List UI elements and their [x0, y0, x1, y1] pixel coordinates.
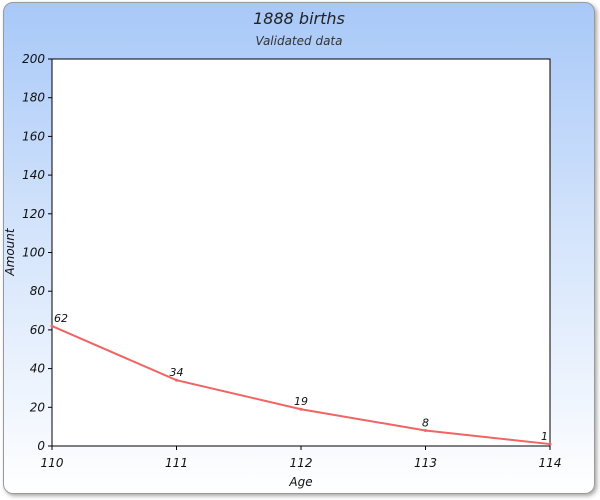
data-label: 34 [170, 366, 184, 379]
data-label: 1 [541, 430, 548, 443]
y-tick-label: 20 [30, 400, 46, 414]
data-label: 8 [422, 417, 429, 430]
y-tick-label: 180 [22, 91, 45, 105]
x-axis-title: Age [288, 475, 312, 489]
y-tick-label: 60 [30, 323, 46, 337]
data-point [50, 324, 54, 328]
plot-area [51, 58, 551, 447]
data-point [548, 442, 552, 446]
data-point [424, 429, 427, 433]
x-tick-label: 114 [539, 456, 562, 470]
y-tick-label: 140 [22, 168, 45, 182]
data-label: 62 [54, 312, 68, 325]
y-tick-label: 80 [30, 284, 46, 298]
y-tick-label: 100 [22, 246, 45, 260]
x-tick-label: 113 [414, 456, 437, 470]
x-tick-label: 110 [41, 456, 64, 470]
data-point [299, 407, 303, 411]
x-tick-label: 111 [165, 456, 188, 470]
y-tick-label: 160 [22, 129, 45, 143]
data-point [175, 378, 178, 382]
chart-title: 1888 births [253, 9, 345, 28]
data-label: 19 [294, 395, 308, 408]
y-axis-title: Amount [3, 227, 17, 276]
y-tick-label: 0 [37, 439, 45, 453]
y-tick-label: 40 [30, 362, 46, 376]
y-tick-label: 200 [22, 52, 45, 66]
x-tick-label: 112 [290, 456, 313, 470]
y-tick-label: 120 [22, 207, 45, 221]
chart-subtitle: Validated data [255, 34, 343, 48]
